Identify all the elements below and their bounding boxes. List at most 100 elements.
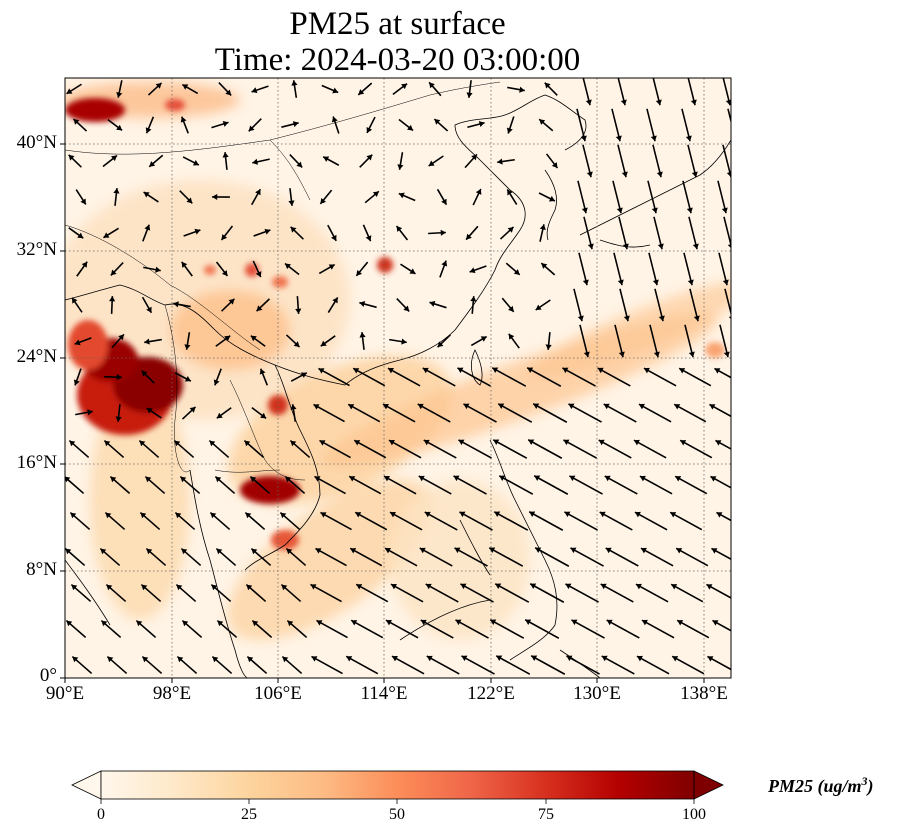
wind-arrowhead [623, 315, 630, 322]
wind-arrowhead [586, 171, 593, 178]
wind-arrowhead [140, 512, 147, 519]
wind-arrowhead [66, 620, 73, 627]
wind-arrowhead [551, 162, 558, 169]
wind-arrowhead [539, 119, 546, 125]
wind-arrow [562, 367, 596, 387]
wind-arrowhead [285, 476, 292, 483]
wind-arrowhead [331, 234, 337, 241]
wind-arrow [715, 439, 731, 450]
wind-arrowhead [104, 440, 111, 447]
wind-arrowhead [530, 583, 537, 589]
wind-arrow [348, 475, 382, 495]
wind-arrowhead [80, 198, 86, 205]
wind-arrowhead [587, 243, 594, 250]
wind-arrowhead [565, 583, 572, 590]
wind-arrowhead [569, 475, 576, 482]
wind-arrowhead [145, 476, 152, 483]
wind-arrowhead [213, 379, 220, 386]
wind-arrow [679, 439, 713, 459]
wind-arrow [383, 475, 417, 495]
wind-arrow [675, 547, 709, 567]
wind-arrowhead [115, 416, 122, 422]
pm25-hotspots [65, 98, 725, 550]
wind-arrow [636, 655, 670, 675]
wind-arrow [313, 403, 345, 423]
wind-arrowhead [454, 547, 461, 554]
wind-arrowhead [440, 229, 446, 236]
wind-arrow [707, 655, 731, 671]
wind-arrowhead [655, 99, 662, 106]
wind-arrowhead [671, 584, 678, 590]
wind-arrow [612, 180, 622, 214]
wind-arrow [648, 252, 658, 286]
wind-arrowhead [687, 279, 694, 286]
wind-arrowhead [217, 620, 224, 627]
wind-arrow [353, 439, 387, 459]
wind-arrowhead [331, 116, 338, 123]
wind-arrow [354, 511, 388, 531]
wind-arrowhead [499, 475, 506, 481]
wind-arrowhead [398, 192, 405, 199]
wind-arrowhead [480, 336, 487, 342]
wind-arrowhead [712, 620, 719, 626]
wind-arrowhead [66, 88, 73, 94]
wind-arrowhead [513, 269, 520, 275]
wind-arrow [390, 583, 424, 603]
wind-arrow [564, 511, 598, 531]
wind-arrow [310, 583, 342, 603]
wind-arrowhead [359, 301, 366, 308]
wind-arrowhead [571, 619, 578, 626]
wind-arrowhead [146, 548, 153, 555]
wind-arrowhead [182, 84, 189, 90]
wind-arrowhead [356, 269, 363, 276]
lat-tick-label: 40°N [16, 132, 57, 153]
wind-arrowhead [366, 126, 373, 133]
wind-arrowhead [725, 99, 731, 106]
wind-arrowhead [539, 224, 546, 231]
wind-arrowhead [568, 403, 575, 410]
wind-arrow [684, 324, 694, 358]
wind-arrow [534, 547, 570, 567]
wind-arrowhead [727, 244, 731, 249]
colorbar-label-text: PM25 (ug/m [768, 776, 862, 796]
wind-arrowhead [287, 620, 294, 627]
wind-arrowhead [149, 161, 156, 167]
wind-arrowhead [711, 548, 718, 554]
wind-arrowhead [475, 188, 482, 195]
wind-arrowhead [563, 439, 570, 446]
wind-arrowhead [618, 351, 625, 358]
wind-arrowhead [296, 161, 303, 168]
wind-arrowhead [391, 655, 398, 662]
wind-arrowhead [180, 476, 187, 483]
wind-arrowhead [118, 334, 124, 341]
wind-arrowhead [726, 171, 731, 178]
wind-arrowhead [544, 82, 551, 89]
wind-arrowhead [252, 620, 259, 627]
wind-arrow [387, 367, 421, 387]
wind-arrowhead [453, 475, 460, 482]
wind-arrow [639, 475, 673, 495]
lon-tick-label: 130°E [573, 683, 621, 704]
wind-arrowhead [620, 99, 627, 106]
wind-arrow [423, 439, 457, 459]
wind-arrowhead [332, 87, 339, 94]
wind-arrowhead [434, 119, 441, 125]
wind-arrowhead [426, 655, 433, 662]
wind-arrowhead [73, 379, 80, 386]
wind-arrowhead [506, 127, 513, 134]
wind-arrowhead [461, 655, 468, 662]
wind-arrowhead [519, 86, 525, 93]
wind-arrow [688, 216, 698, 250]
wind-arrowhead [212, 656, 219, 663]
wind-arrow [722, 144, 731, 178]
wind-arrowhead [424, 511, 431, 518]
wind-arrowhead [680, 440, 687, 446]
wind-arrowhead [221, 270, 228, 277]
wind-arrowhead [423, 439, 430, 446]
wind-arrowhead [348, 404, 355, 410]
wind-arrowhead [383, 475, 390, 482]
lat-tick-label: 16°N [16, 452, 57, 473]
wind-arrowhead [293, 341, 300, 348]
wind-arrow [425, 583, 459, 603]
wind-arrowhead [320, 197, 327, 204]
